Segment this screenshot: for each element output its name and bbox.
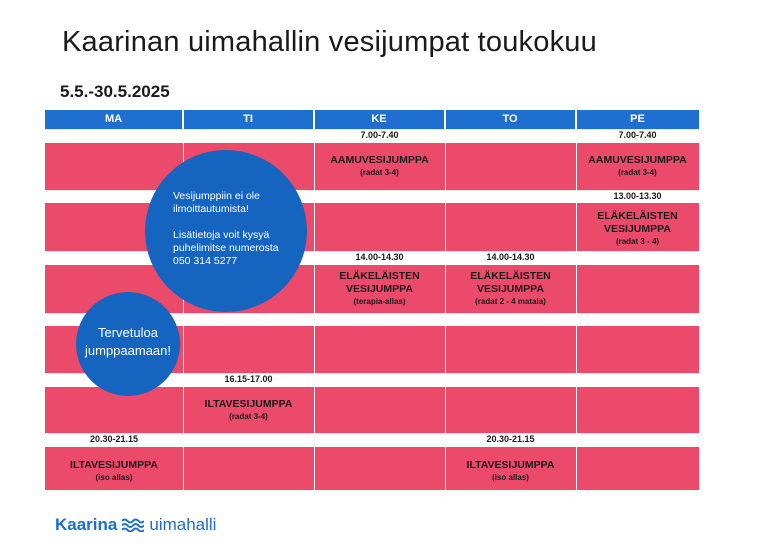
logo-brand: Kaarina: [55, 515, 118, 534]
page-title: Kaarinan uimahallin vesijumpat toukokuu: [62, 26, 597, 58]
activity-location: (radat 3-4): [229, 412, 268, 421]
activity-name: AAMUVESIJUMPPA: [330, 154, 429, 166]
time-row: [45, 433, 699, 448]
time-row: [45, 313, 699, 327]
activity-location: (terapia-allas): [353, 297, 406, 306]
activity-row: [45, 387, 699, 433]
activity-location: (iso allas): [95, 473, 133, 482]
day-header-row: MA TI KE TO PE: [45, 110, 699, 129]
activity-ti-evening: ILTAVESIJUMPPA (radat 3-4): [183, 398, 314, 422]
day-header-ti: TI: [183, 110, 314, 129]
activity-to-evening: ILTAVESIJUMPPA (iso allas): [445, 459, 576, 483]
time-row: [45, 129, 699, 144]
activity-pe-midday: ELÄKELÄISTEN VESIJUMPPA (radat 3 - 4): [586, 210, 689, 247]
activity-ma-evening: ILTAVESIJUMPPA (iso allas): [45, 459, 183, 483]
activity-ke-afternoon: ELÄKELÄISTEN VESIJUMPPA (terapia-allas): [324, 270, 435, 307]
time-row: [45, 373, 699, 388]
column-divider: [445, 110, 446, 490]
time-ke-morning: 7.00-7.40: [360, 130, 399, 140]
activity-location: (radat 3 - 4): [615, 237, 660, 246]
kaarina-uimahalli-logo: Kaarina uimahalli: [55, 515, 216, 535]
date-range: 5.5.-30.5.2025: [60, 82, 170, 101]
day-header-pe: PE: [630, 113, 645, 125]
waves-icon: [122, 518, 145, 532]
activity-to-afternoon: ELÄKELÄISTEN VESIJUMPPA (radat 2 - 4 mat…: [455, 270, 566, 307]
activity-name: ILTAVESIJUMPPA: [70, 459, 158, 471]
time-ti-evening: 16.15-17.00: [224, 374, 273, 384]
activity-name: ELÄKELÄISTEN VESIJUMPPA: [339, 270, 420, 295]
notice-bubble: Vesijumppiin ei ole ilmoittautumista! Li…: [145, 150, 307, 312]
column-divider: [314, 110, 315, 490]
activity-name: ILTAVESIJUMPPA: [204, 398, 293, 410]
activity-name: ELÄKELÄISTEN VESIJUMPPA: [597, 210, 678, 235]
time-to-afternoon: 14.00-14.30: [486, 252, 535, 262]
activity-row: [45, 447, 699, 490]
time-ma-evening: 20.30-21.15: [89, 434, 139, 444]
day-header-ma: MA: [45, 110, 183, 129]
time-ke-afternoon: 14.00-14.30: [355, 252, 404, 262]
activity-name: ELÄKELÄISTEN VESIJUMPPA: [470, 270, 551, 295]
activity-ke-morning: AAMUVESIJUMPPA (radat 3-4): [314, 154, 445, 178]
activity-location: (radat 3-4): [618, 168, 657, 177]
logo-place: uimahalli: [149, 515, 217, 534]
time-pe-midday: 13.00-13.30: [613, 191, 662, 201]
welcome-text: Tervetuloa jumppaamaan!: [85, 325, 171, 358]
day-header-to: TO: [445, 110, 576, 129]
notice-line-contact: Lisätietoja voit kysyä puhelimitse numer…: [173, 229, 279, 267]
column-divider: [576, 110, 577, 490]
activity-location: (iso allas): [492, 473, 529, 482]
welcome-bubble: Tervetuloa jumppaamaan!: [76, 292, 180, 396]
notice-text: Vesijumppiin ei ole ilmoittautumista! Li…: [173, 190, 295, 268]
notice-line-registration: Vesijumppiin ei ole ilmoittautumista!: [173, 190, 260, 215]
activity-name: AAMUVESIJUMPPA: [588, 154, 687, 166]
activity-row: [45, 143, 699, 190]
time-to-evening: 20.30-21.15: [486, 434, 535, 444]
activity-location: (radat 3-4): [360, 168, 399, 177]
time-pe-morning: 7.00-7.40: [618, 130, 657, 140]
activity-name: ILTAVESIJUMPPA: [466, 459, 555, 471]
activity-location: (radat 2 - 4 matala): [475, 297, 546, 306]
activity-pe-morning: AAMUVESIJUMPPA (radat 3-4): [576, 154, 699, 178]
day-header-ke: KE: [314, 110, 445, 129]
